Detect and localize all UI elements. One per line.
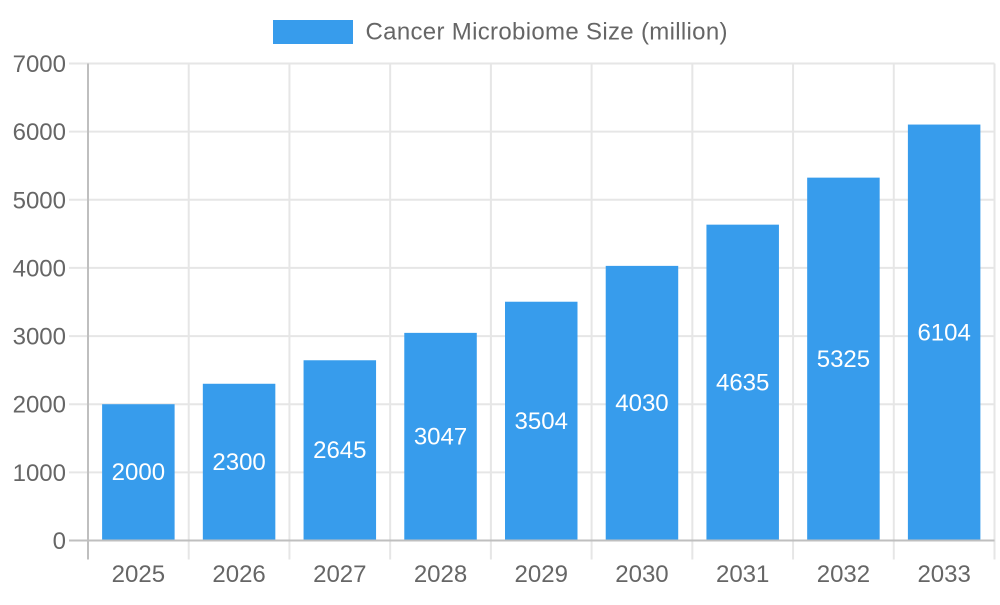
svg-text:2028: 2028 bbox=[414, 561, 467, 588]
svg-text:5325: 5325 bbox=[817, 346, 870, 373]
svg-text:2032: 2032 bbox=[817, 561, 870, 588]
svg-text:2026: 2026 bbox=[212, 561, 265, 588]
svg-text:Cancer Microbiome Size (millio: Cancer Microbiome Size (million) bbox=[366, 19, 728, 46]
svg-text:2027: 2027 bbox=[313, 561, 366, 588]
svg-text:2031: 2031 bbox=[716, 561, 769, 588]
svg-text:2029: 2029 bbox=[515, 561, 568, 588]
svg-text:3047: 3047 bbox=[414, 423, 467, 450]
svg-text:4030: 4030 bbox=[615, 390, 668, 417]
svg-text:6000: 6000 bbox=[13, 119, 66, 146]
svg-text:4635: 4635 bbox=[716, 369, 769, 396]
svg-text:6104: 6104 bbox=[917, 319, 970, 346]
svg-text:1000: 1000 bbox=[13, 460, 66, 487]
svg-text:2000: 2000 bbox=[13, 392, 66, 419]
svg-text:2033: 2033 bbox=[917, 561, 970, 588]
svg-text:5000: 5000 bbox=[13, 187, 66, 214]
svg-text:4000: 4000 bbox=[13, 255, 66, 282]
svg-text:2645: 2645 bbox=[313, 437, 366, 464]
svg-text:3504: 3504 bbox=[515, 408, 568, 435]
svg-text:2030: 2030 bbox=[615, 561, 668, 588]
svg-text:2300: 2300 bbox=[212, 449, 265, 476]
svg-text:2000: 2000 bbox=[112, 459, 165, 486]
svg-text:7000: 7000 bbox=[13, 51, 66, 78]
svg-text:2025: 2025 bbox=[112, 561, 165, 588]
svg-text:3000: 3000 bbox=[13, 324, 66, 351]
svg-text:0: 0 bbox=[53, 528, 66, 555]
